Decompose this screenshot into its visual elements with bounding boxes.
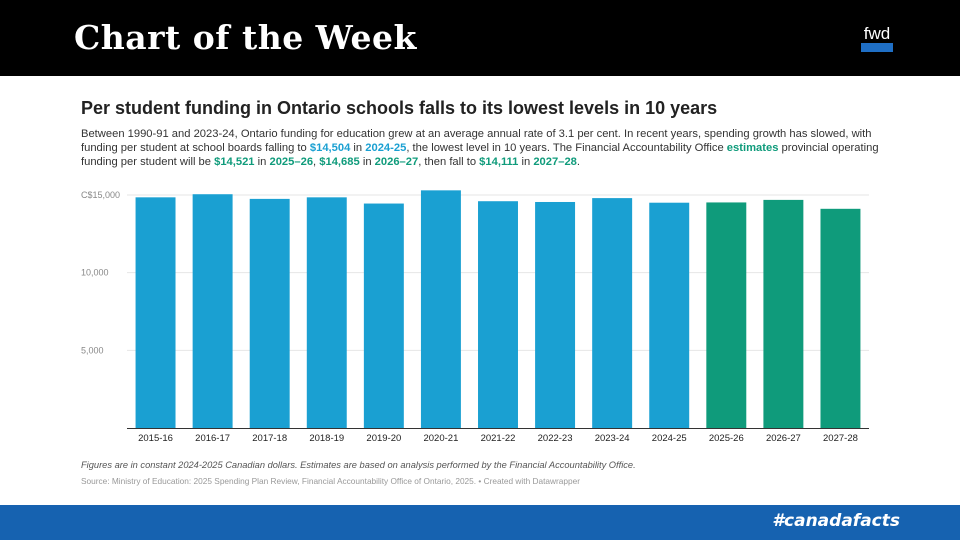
hashtag: #canadafacts [772,511,900,531]
subtitle-text: , [313,156,320,169]
logo-text: fwd [863,24,891,43]
x-tick-label: 2017-18 [252,433,287,444]
highlight-value: $14,521 [214,156,255,169]
x-tick-label: 2025-26 [709,433,744,444]
highlight-estimates: estimates [726,142,779,155]
bar [763,199,804,428]
x-tick-label: 2021-22 [481,433,516,444]
chart-title: Per student funding in Ontario schools f… [81,98,718,118]
chart-source: Source: Ministry of Education: 2025 Spen… [81,476,580,486]
subtitle-text: , then fall to [418,156,480,169]
subtitle-text: in [254,156,270,169]
x-tick-label: 2018-19 [309,433,344,444]
highlight-value: $14,685 [319,156,360,169]
bar [820,208,861,428]
subtitle-text: in [350,142,366,155]
header-bar: Chart of the Week fwd [0,0,960,76]
y-tick-label: C$15,000 [81,190,120,200]
subtitle-text: Between 1990-91 and 2023-24, Ontario fun… [81,128,872,155]
chart-subtitle: Between 1990-91 and 2023-24, Ontario fun… [81,127,881,170]
x-tick-label: 2026-27 [766,433,801,444]
x-tick-label: 2020-21 [423,433,458,444]
bar [306,197,347,428]
subtitle-text: in [359,156,375,169]
bar [592,198,633,428]
bar [706,202,747,428]
y-tick-label: 5,000 [81,345,104,355]
chart-note: Figures are in constant 2024-2025 Canadi… [81,460,636,470]
highlight-year: 2024-25 [365,142,407,155]
x-tick-label: 2024-25 [652,433,687,444]
bar [649,202,690,428]
x-tick-label: 2016-17 [195,433,230,444]
logo-bar [861,43,893,52]
subtitle-text: . [576,156,580,169]
highlight-year: 2025–26 [269,156,314,169]
subtitle-text: , the lowest level in 10 years. The Fina… [406,142,727,155]
highlight-year: 2027–28 [533,156,577,169]
page-title: Chart of the Week [74,18,417,57]
x-tick-label: 2023-24 [595,433,630,444]
bar [420,190,461,428]
bar [363,203,404,428]
x-tick-label: 2015-16 [138,433,173,444]
bar [535,201,576,428]
footer-bar: #canadafacts [0,505,960,540]
highlight-value: $14,111 [479,156,519,169]
highlight-year: 2026–27 [374,156,419,169]
bar [249,198,290,428]
x-tick-label: 2022-23 [538,433,573,444]
bar [135,197,176,428]
x-tick-label: 2027-28 [823,433,858,444]
y-tick-label: 10,000 [81,268,109,278]
x-tick-label: 2019-20 [366,433,401,444]
subtitle-text: in [518,156,534,169]
highlight-value: $14,504 [309,142,351,155]
fwd-logo: fwd [859,24,895,54]
subtitle-text: provincial operating funding per student… [81,142,879,169]
bar [478,201,518,428]
bar [192,194,233,428]
